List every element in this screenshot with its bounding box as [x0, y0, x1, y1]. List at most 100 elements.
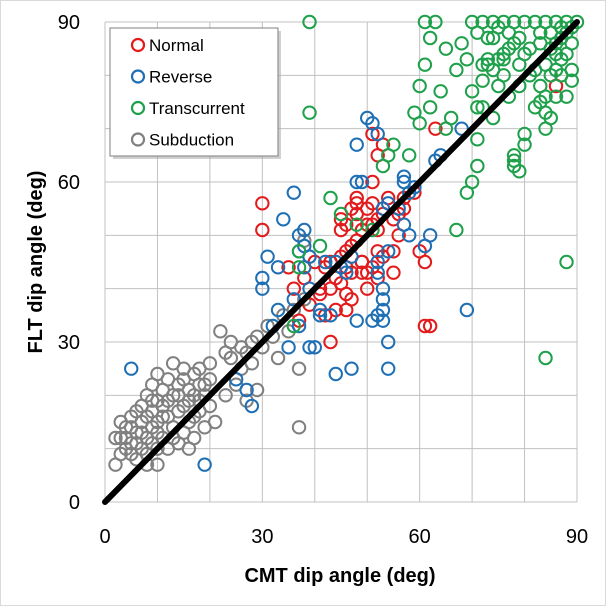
data-point-reverse	[370, 254, 385, 270]
data-point-subduction	[270, 350, 286, 366]
data-point-transcurrent	[433, 84, 448, 99]
data-point-reverse	[328, 366, 343, 382]
data-point-normal	[354, 265, 370, 280]
data-point-transcurrent	[470, 132, 485, 147]
data-point-transcurrent	[501, 41, 517, 56]
series-subduction	[108, 233, 317, 472]
data-point-subduction	[197, 377, 212, 392]
data-point-transcurrent	[517, 137, 532, 152]
legend-marker-transcurrent	[130, 100, 146, 116]
data-point-subduction	[291, 361, 307, 376]
data-point-transcurrent	[438, 41, 454, 56]
data-point-reverse	[297, 222, 312, 238]
x-tick-label: 90	[566, 526, 588, 548]
data-point-subduction	[145, 393, 160, 408]
y-tick-label: 30	[58, 332, 80, 354]
data-point-reverse	[370, 265, 385, 280]
legend-marker-subduction	[130, 132, 146, 147]
data-point-transcurrent	[543, 110, 558, 126]
data-point-transcurrent	[428, 14, 443, 30]
data-point-normal	[417, 318, 433, 334]
data-point-reverse	[344, 361, 359, 376]
data-point-reverse	[454, 121, 469, 136]
data-point-transcurrent	[512, 164, 527, 179]
data-point-transcurrent	[333, 206, 349, 222]
data-point-transcurrent	[475, 100, 490, 115]
data-point-transcurrent	[417, 57, 433, 72]
data-point-normal	[386, 244, 401, 259]
legend-label-normal: Normal	[149, 36, 204, 55]
series-transcurrent	[286, 14, 585, 366]
data-point-transcurrent	[323, 190, 338, 206]
y-tick-label: 90	[58, 12, 80, 34]
data-point-transcurrent	[517, 126, 532, 142]
data-point-transcurrent	[517, 14, 532, 30]
data-point-reverse	[381, 334, 396, 350]
y-tick-label: 0	[69, 492, 80, 514]
data-point-reverse	[124, 361, 139, 376]
data-point-reverse	[286, 292, 301, 307]
data-point-transcurrent	[512, 57, 527, 72]
series-reverse	[124, 110, 475, 472]
data-point-transcurrent	[548, 46, 564, 62]
data-point-normal	[286, 281, 301, 296]
data-point-reverse	[307, 340, 322, 355]
data-point-normal	[349, 196, 364, 211]
data-point-transcurrent	[475, 73, 490, 88]
data-point-transcurrent	[564, 20, 579, 35]
y-tick-labels: 0 30 60 90	[58, 12, 80, 514]
data-point-subduction	[213, 324, 228, 339]
data-point-normal	[281, 260, 296, 275]
data-point-subduction	[202, 356, 218, 371]
data-point-transcurrent	[349, 217, 364, 232]
data-point-transcurrent	[533, 36, 548, 51]
data-point-reverse	[270, 302, 286, 318]
data-point-subduction	[244, 356, 260, 371]
data-point-reverse	[354, 174, 370, 190]
data-point-reverse	[318, 254, 333, 270]
data-point-reverse	[381, 361, 396, 376]
data-point-reverse	[260, 249, 275, 264]
data-point-transcurrent	[365, 222, 380, 238]
data-point-transcurrent	[422, 100, 438, 115]
data-point-reverse	[349, 174, 364, 190]
data-point-transcurrent	[464, 84, 480, 99]
data-point-reverse	[312, 308, 328, 323]
data-point-reverse	[281, 340, 296, 355]
data-point-subduction	[108, 430, 123, 446]
data-point-normal	[323, 334, 338, 350]
data-point-transcurrent	[506, 148, 522, 163]
data-point-reverse	[349, 313, 364, 328]
data-point-transcurrent	[470, 158, 485, 174]
data-point-normal	[422, 318, 438, 334]
data-point-normal	[365, 126, 380, 142]
legend-box	[109, 27, 279, 157]
data-point-reverse	[375, 292, 391, 307]
data-point-reverse	[349, 137, 364, 152]
data-point-reverse	[228, 372, 244, 387]
data-point-normal	[386, 265, 401, 280]
data-point-reverse	[381, 244, 396, 259]
data-point-transcurrent	[527, 14, 543, 30]
data-point-transcurrent	[527, 100, 543, 115]
data-point-subduction	[181, 441, 197, 456]
y-axis-title: FLT dip angle (deg)	[25, 171, 47, 354]
data-point-reverse	[286, 185, 301, 200]
data-point-normal	[339, 302, 354, 318]
data-point-reverse	[459, 302, 475, 318]
x-tick-label: 60	[409, 526, 431, 548]
data-point-subduction	[249, 382, 265, 398]
data-point-reverse	[270, 260, 286, 275]
data-point-reverse	[244, 398, 260, 414]
data-point-transcurrent	[312, 238, 328, 254]
data-point-reverse	[197, 457, 212, 472]
data-point-transcurrent	[422, 30, 438, 46]
data-point-normal	[255, 196, 270, 211]
data-point-reverse	[239, 382, 254, 398]
data-point-normal	[255, 222, 270, 238]
data-point-transcurrent	[533, 78, 548, 94]
data-point-transcurrent	[538, 350, 553, 366]
data-point-normal	[365, 174, 380, 190]
data-point-transcurrent	[449, 222, 464, 238]
